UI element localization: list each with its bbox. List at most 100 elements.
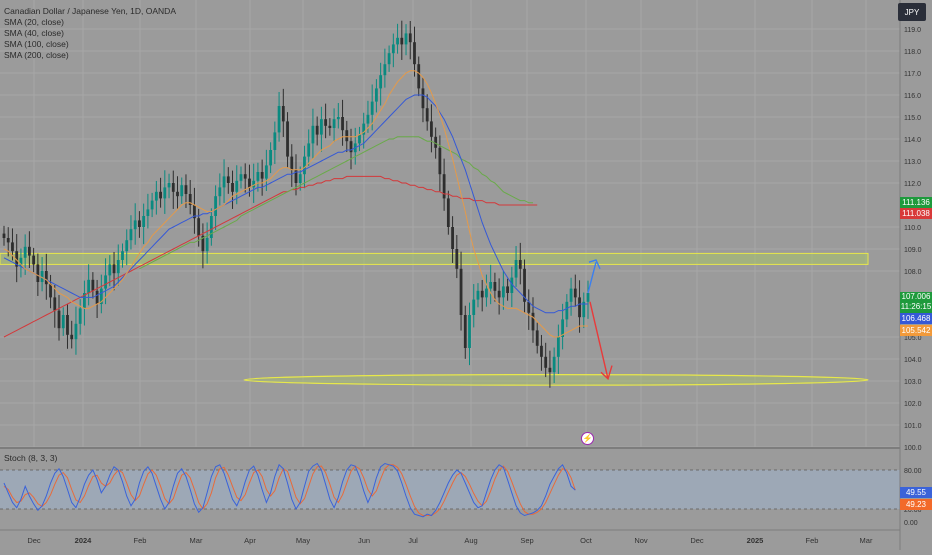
- time-tick-14: Feb: [806, 536, 819, 545]
- candle-body-59: [252, 180, 256, 188]
- candle-body-105: [446, 198, 450, 227]
- candle-body-4: [19, 257, 23, 267]
- candle-body-127: [540, 345, 543, 357]
- candle-body-101: [430, 121, 433, 137]
- sma100-line: [139, 136, 533, 270]
- candle-body-75: [319, 119, 323, 135]
- candle-body-24: [104, 275, 107, 289]
- candle-body-53: [226, 176, 230, 183]
- sma20-line: [3, 70, 588, 338]
- price-tick-13: 103.0: [904, 379, 922, 386]
- candle-body-32: [138, 220, 141, 227]
- lightning-event-icon[interactable]: ⚡: [581, 432, 594, 445]
- candle-body-5: [23, 246, 27, 258]
- candle-body-34: [146, 209, 150, 216]
- pane-separator[interactable]: [0, 447, 900, 449]
- time-tick-10: Oct: [580, 536, 593, 545]
- candle-body-11: [49, 284, 52, 298]
- time-tick-5: May: [296, 536, 310, 545]
- badge-sma20: 105.542: [900, 325, 932, 336]
- candle-body-33: [142, 216, 146, 227]
- candle-body-63: [269, 150, 273, 166]
- candle-body-10: [44, 271, 48, 285]
- candle-body-107: [455, 249, 459, 269]
- candle-body-76: [324, 119, 328, 126]
- stoch-indicator-label[interactable]: Stoch (8, 3, 3): [4, 453, 58, 463]
- candle-body-26: [112, 264, 116, 274]
- candle-body-29: [125, 240, 129, 252]
- candle-body-21: [91, 279, 95, 291]
- candle-body-19: [83, 293, 86, 309]
- chart-legend: Canadian Dollar / Japanese Yen, 1D, OAND…: [4, 6, 176, 61]
- badge-stoch-d: 49.23: [900, 499, 932, 510]
- candle-body-47: [201, 235, 205, 252]
- candle-body-111: [472, 299, 476, 315]
- candle-body-41: [176, 191, 179, 197]
- candle-body-60: [256, 172, 260, 181]
- countdown-timer: 11:26:15: [900, 302, 932, 311]
- candle-body-49: [209, 216, 213, 238]
- price-tick-4: 115.0: [904, 115, 921, 122]
- candle-body-9: [40, 271, 44, 282]
- symbol-title[interactable]: Canadian Dollar / Japanese Yen, 1D, OAND…: [4, 6, 176, 16]
- candle-body-61: [260, 172, 264, 179]
- last-price-value: 107.006: [901, 292, 931, 301]
- candle-body-48: [205, 238, 209, 252]
- candle-body-87: [370, 101, 374, 115]
- candle-body-130: [552, 356, 556, 373]
- candle-body-97: [413, 42, 416, 65]
- price-tick-1: 118.0: [904, 49, 921, 56]
- candle-body-42: [180, 185, 184, 197]
- candle-body-68: [290, 156, 294, 170]
- stoch-tick-0: 80.00: [904, 468, 922, 475]
- candle-body-93: [396, 37, 399, 45]
- stoch-tick-1: 20.00: [904, 507, 922, 514]
- stoch-k-line: [3, 462, 576, 518]
- candle-body-133: [565, 301, 569, 320]
- time-tick-6: Jun: [358, 536, 370, 545]
- candle-body-6: [27, 246, 31, 256]
- candle-body-3: [15, 251, 19, 267]
- time-tick-15: Mar: [860, 536, 873, 545]
- candle-body-62: [264, 165, 268, 179]
- price-tick-5: 114.0: [904, 137, 921, 144]
- support-zone: [243, 374, 869, 386]
- candle-body-85: [362, 123, 366, 135]
- projection-up-line: [587, 262, 597, 294]
- candle-body-135: [573, 288, 577, 298]
- candle-body-100: [425, 108, 429, 122]
- candle-body-2: [11, 242, 14, 252]
- price-tick-16: 100.0: [904, 445, 922, 452]
- candle-body-123: [523, 268, 526, 302]
- candle-body-35: [150, 200, 154, 210]
- candle-body-46: [197, 218, 201, 236]
- candle-body-67: [286, 121, 289, 157]
- candle-body-1: [6, 238, 10, 243]
- time-tick-7: Jul: [408, 536, 418, 545]
- indicator-sma20-label[interactable]: SMA (20, close): [4, 17, 64, 27]
- candle-body-56: [239, 174, 243, 181]
- indicator-sma200-label[interactable]: SMA (200, close): [4, 50, 69, 60]
- candle-body-109: [463, 315, 467, 348]
- candle-body-121: [514, 260, 518, 278]
- candle-body-115: [489, 282, 493, 289]
- candle-body-126: [535, 330, 539, 346]
- price-pane-bg: [0, 0, 900, 447]
- candle-body-102: [434, 136, 438, 148]
- currency-button[interactable]: JPY: [898, 3, 926, 21]
- candle-body-89: [379, 75, 383, 89]
- indicator-sma100-label[interactable]: SMA (100, close): [4, 39, 69, 49]
- candle-body-72: [307, 143, 311, 157]
- indicator-sma40-label[interactable]: SMA (40, close): [4, 28, 64, 38]
- candle-body-108: [459, 268, 463, 315]
- candle-body-64: [273, 132, 277, 150]
- time-tick-8: Aug: [464, 536, 477, 545]
- time-tick-13: 2025: [747, 536, 764, 545]
- candle-body-95: [404, 33, 408, 45]
- candle-body-94: [400, 37, 404, 45]
- candle-body-71: [303, 156, 306, 175]
- price-tick-15: 101.0: [904, 423, 922, 430]
- candle-body-51: [218, 187, 222, 197]
